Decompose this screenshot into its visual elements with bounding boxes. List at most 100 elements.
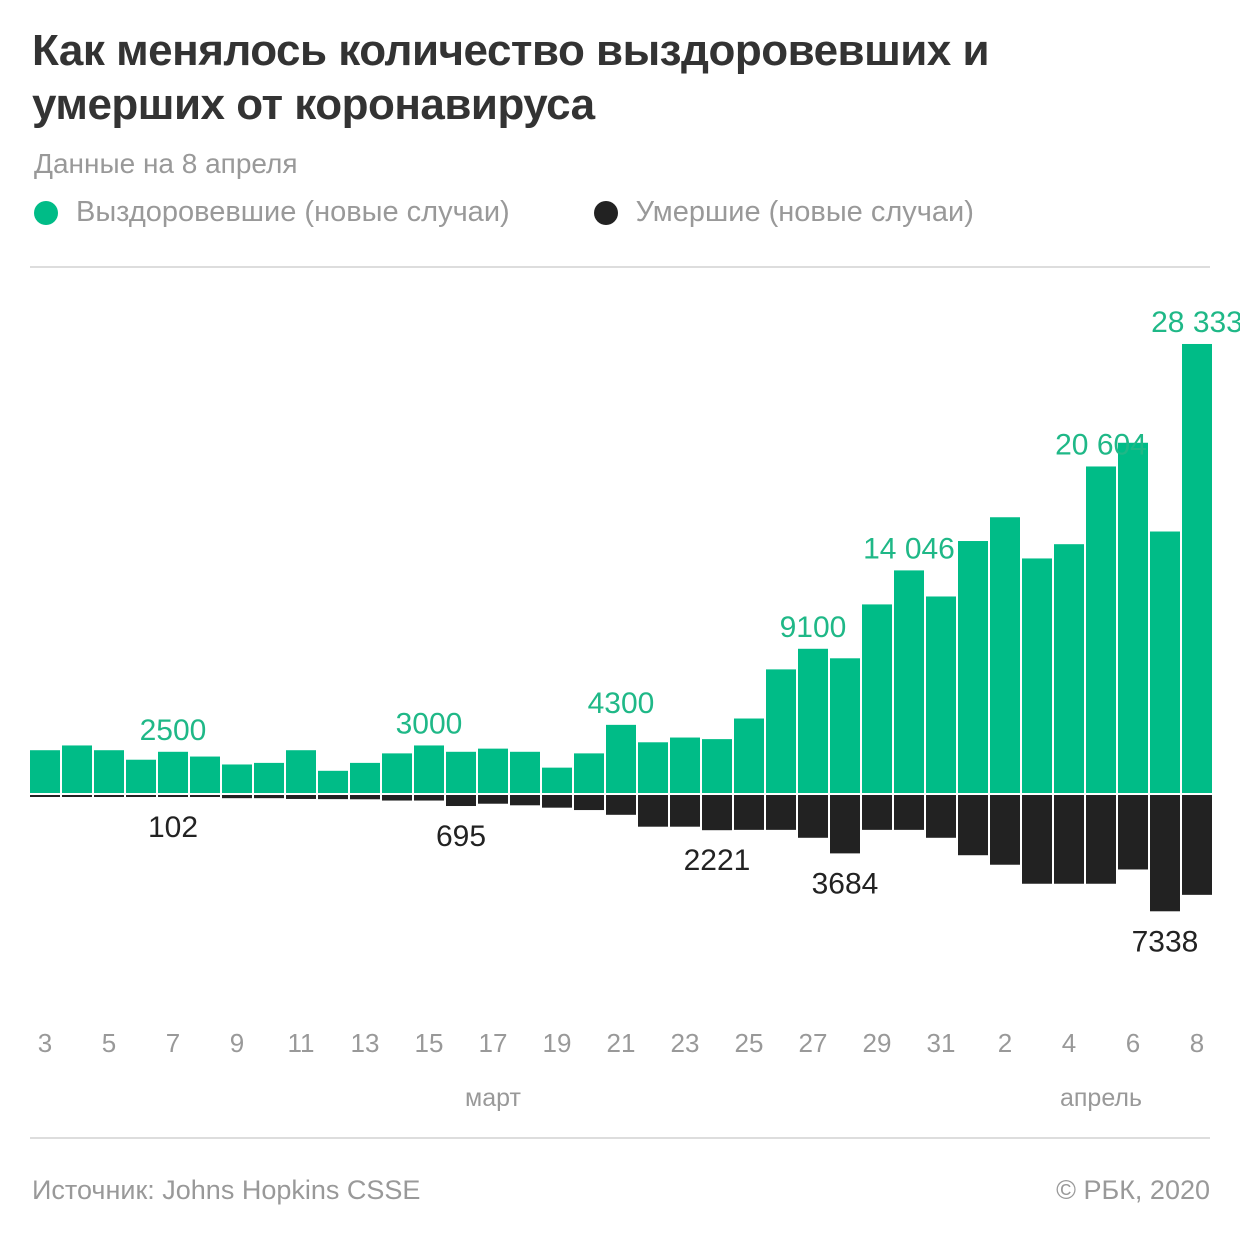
deaths-data-label: 3684 xyxy=(812,867,879,900)
recovered-bar xyxy=(862,604,892,793)
recovered-bar xyxy=(350,762,380,793)
deaths-bar xyxy=(446,795,476,807)
recovered-bar xyxy=(478,748,508,793)
deaths-bar xyxy=(542,795,572,808)
x-tick-label: 2 xyxy=(998,1028,1012,1058)
recovered-bar xyxy=(1118,442,1148,793)
deaths-bar xyxy=(286,795,316,799)
legend-dot-deaths-icon xyxy=(593,200,618,225)
deaths-bar xyxy=(1022,795,1052,884)
deaths-bar xyxy=(766,795,796,830)
deaths-bar xyxy=(414,795,444,801)
deaths-bar xyxy=(798,795,828,838)
recovered-bar xyxy=(830,658,860,793)
deaths-bar xyxy=(702,795,732,831)
deaths-bar xyxy=(894,795,924,830)
deaths-data-label: 102 xyxy=(148,811,198,844)
recovered-bar xyxy=(1086,466,1116,793)
recovered-data-label: 3000 xyxy=(396,707,463,740)
recovered-bar xyxy=(702,739,732,793)
recovered-bar xyxy=(126,759,156,793)
x-tick-label: 8 xyxy=(1190,1028,1204,1058)
deaths-bar xyxy=(1054,795,1084,884)
deaths-bar xyxy=(638,795,668,827)
deaths-bar xyxy=(126,795,156,797)
deaths-bar xyxy=(830,795,860,854)
recovered-bar xyxy=(158,751,188,793)
deaths-bar xyxy=(734,795,764,830)
recovered-data-label: 2500 xyxy=(140,714,207,747)
recovered-bar xyxy=(286,750,316,793)
deaths-bar xyxy=(1118,795,1148,870)
legend-label-deaths: Умершие (новые случаи) xyxy=(635,196,974,228)
deaths-bar xyxy=(862,795,892,830)
x-tick-label: 21 xyxy=(607,1028,636,1058)
legend: Выздоровевшие (новые случаи) Умершие (но… xyxy=(34,196,1058,229)
recovered-bar xyxy=(638,742,668,793)
deaths-bar xyxy=(670,795,700,827)
x-tick-label: 23 xyxy=(671,1028,700,1058)
deaths-bar xyxy=(350,795,380,800)
deaths-bar xyxy=(510,795,540,806)
x-tick-label: 5 xyxy=(102,1028,116,1058)
deaths-bar xyxy=(1150,795,1180,912)
legend-item-deaths: Умершие (новые случаи) xyxy=(593,196,974,229)
x-tick-label: 29 xyxy=(863,1028,892,1058)
deaths-bar xyxy=(478,795,508,804)
x-tick-label: 11 xyxy=(288,1028,315,1058)
x-tick-label: 31 xyxy=(927,1028,956,1058)
deaths-data-label: 2221 xyxy=(684,844,751,877)
recovered-bar xyxy=(1182,343,1212,793)
recovered-bar xyxy=(1150,531,1180,793)
recovered-data-label: 9100 xyxy=(780,611,847,644)
recovered-bar xyxy=(798,648,828,793)
x-tick-label: 25 xyxy=(735,1028,764,1058)
bottom-divider xyxy=(30,1137,1210,1139)
x-tick-label: 19 xyxy=(543,1028,572,1058)
deaths-bar xyxy=(926,795,956,838)
deaths-bar xyxy=(158,795,188,797)
x-tick-label: 4 xyxy=(1062,1028,1076,1058)
x-tick-label: 6 xyxy=(1126,1028,1140,1058)
x-tick-label: 15 xyxy=(415,1028,444,1058)
deaths-bar xyxy=(958,795,988,856)
recovered-bar xyxy=(606,724,636,793)
deaths-bar xyxy=(222,795,252,799)
recovered-bar xyxy=(1022,558,1052,793)
recovered-bar xyxy=(542,767,572,793)
source-text: Источник: Johns Hopkins CSSE xyxy=(32,1175,421,1205)
recovered-bar xyxy=(62,745,92,793)
recovered-bar xyxy=(1054,544,1084,793)
recovered-bar xyxy=(222,764,252,793)
chart-subtitle: Данные на 8 апреля xyxy=(34,148,298,179)
x-tick-label: 27 xyxy=(799,1028,828,1058)
recovered-bar xyxy=(990,517,1020,793)
deaths-bar xyxy=(990,795,1020,865)
recovered-data-label: 20 604 xyxy=(1055,428,1147,461)
deaths-bar xyxy=(254,795,284,799)
legend-label-recovered: Выздоровевшие (новые случаи) xyxy=(76,196,510,228)
top-divider xyxy=(30,266,1210,268)
recovered-bar xyxy=(766,669,796,793)
deaths-bar xyxy=(1086,795,1116,884)
recovered-bar xyxy=(926,596,956,793)
month-label: март xyxy=(465,1084,521,1112)
deaths-bar xyxy=(30,795,60,797)
deaths-bar xyxy=(606,795,636,815)
chart-title: Как менялось количество выздоровевших и … xyxy=(32,26,990,129)
recovered-bar xyxy=(30,750,60,793)
deaths-bar xyxy=(190,795,220,797)
recovered-data-label: 4300 xyxy=(588,687,655,720)
deaths-bar xyxy=(94,795,124,797)
recovered-bar xyxy=(510,751,540,793)
legend-dot-recovered-icon xyxy=(34,200,58,225)
legend-item-recovered: Выздоровевшие (новые случаи) xyxy=(34,196,510,229)
recovered-bar xyxy=(670,737,700,793)
copyright-text: © РБК, 2020 xyxy=(1056,1175,1210,1205)
recovered-bar xyxy=(318,770,348,793)
recovered-bar xyxy=(574,753,604,793)
recovered-bar xyxy=(190,756,220,793)
deaths-bar xyxy=(574,795,604,811)
deaths-bar xyxy=(62,795,92,797)
